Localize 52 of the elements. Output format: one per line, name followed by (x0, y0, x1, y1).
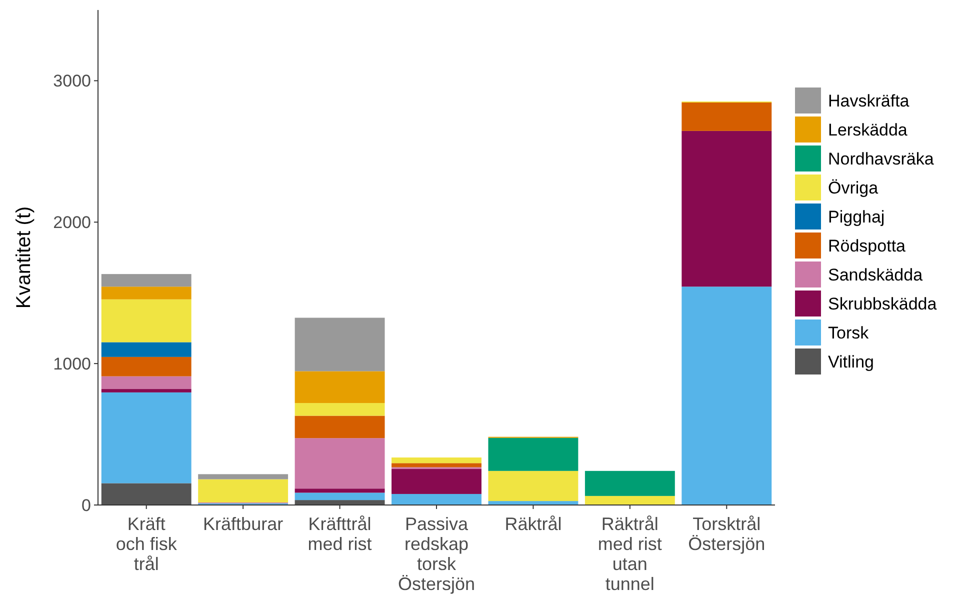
x-tick-label: Kräft och fisk trål (116, 514, 178, 574)
y-tick-label: 2000 (53, 213, 91, 232)
bar (488, 470, 578, 502)
legend-label: Övriga (828, 178, 879, 198)
x-tick-label: Kräftburar (203, 514, 284, 534)
bar (392, 468, 482, 494)
bar (584, 470, 675, 496)
bar (392, 494, 482, 505)
bar (584, 496, 675, 505)
legend-label: Lerskädda (828, 120, 908, 140)
bar (392, 457, 482, 464)
bar (294, 416, 385, 438)
bar (294, 500, 385, 505)
legend-label: Skrubbskädda (828, 294, 938, 314)
bar (198, 479, 288, 502)
bar (392, 463, 482, 468)
legend-label: Torsk (828, 323, 870, 342)
y-axis-title: Kvantitet (t) (13, 206, 35, 309)
bar (198, 474, 288, 480)
bar (101, 274, 192, 287)
y-tick-label: 0 (82, 496, 91, 515)
bar (101, 376, 192, 390)
bar (101, 392, 192, 484)
bar (101, 299, 192, 342)
bar (294, 492, 385, 500)
bar (101, 342, 192, 357)
legend-label: Rödspotta (828, 236, 906, 256)
bar (294, 318, 385, 372)
x-tick-label: Räktrål (504, 514, 562, 534)
x-tick-label: Räktrål med rist utan tunnel (598, 514, 662, 594)
x-tick-label: Kräfttrål med rist (308, 514, 372, 554)
bar (294, 371, 385, 404)
y-tick-label: 1000 (53, 354, 91, 374)
legend-label: Pigghaj (828, 207, 885, 226)
legend-label: Sandskädda (828, 265, 924, 284)
bar (101, 483, 192, 505)
legend-label: Vitling (828, 352, 874, 372)
bar (101, 389, 192, 392)
legend-label: Havskräfta (828, 91, 910, 110)
bar (294, 403, 385, 416)
legend-label: Nordhavsräka (828, 149, 934, 168)
bar (682, 130, 772, 287)
bar (294, 488, 385, 493)
bar (294, 438, 385, 489)
bar (101, 286, 192, 300)
bar (682, 102, 772, 131)
x-tick-label: Passiva redskap torsk Östersjön (398, 514, 476, 594)
x-tick-label: Torsktrål Östersjön (688, 514, 766, 554)
y-tick-label: 3000 (53, 72, 91, 91)
bar (682, 286, 772, 505)
bar (488, 438, 578, 471)
bar (101, 356, 192, 376)
